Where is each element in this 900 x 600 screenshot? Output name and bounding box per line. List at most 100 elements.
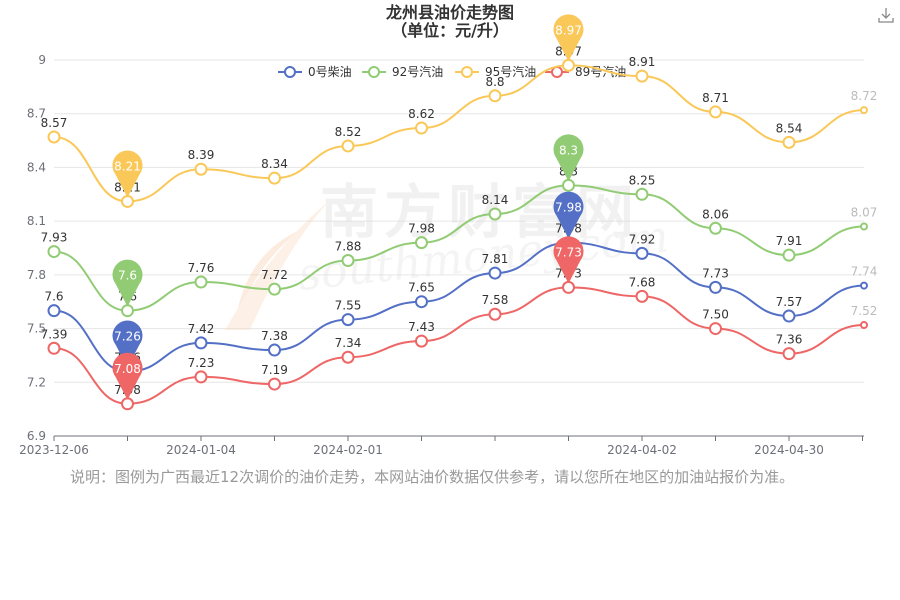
data-label: 7.23 — [188, 356, 215, 370]
data-point — [341, 139, 355, 153]
data-label: 7.38 — [261, 329, 288, 343]
data-label: 7.81 — [482, 252, 509, 266]
data-point — [562, 58, 575, 72]
data-point — [782, 347, 796, 361]
data-point — [194, 275, 208, 289]
data-point — [268, 171, 281, 185]
data-point — [860, 281, 868, 290]
legend-label: 92号汽油 — [392, 64, 443, 79]
data-label: 8.57 — [41, 116, 68, 130]
markpoint-label: 7.08 — [114, 362, 141, 376]
markpoint-pins: 7.98 7.26 8.3 7.6 8.97 8.21 7.73 7.08 — [112, 14, 584, 400]
data-label: 7.93 — [41, 231, 68, 245]
legend-label: 95号汽油 — [485, 64, 536, 79]
legend-marker — [284, 66, 296, 78]
y-tick-label: 7.8 — [27, 268, 46, 282]
data-label: 7.88 — [335, 240, 362, 254]
x-tick-label: 2023-12-06 — [19, 443, 89, 457]
data-point — [47, 245, 61, 259]
download-icon[interactable] — [876, 6, 896, 26]
data-label: 8.25 — [629, 173, 656, 187]
legend-item-1[interactable]: 92号汽油 — [362, 64, 443, 79]
legend-item-2[interactable]: 95号汽油 — [455, 64, 536, 79]
data-point — [121, 397, 134, 411]
data-label: 8.62 — [408, 107, 435, 121]
data-label: 8.14 — [482, 193, 509, 207]
data-label: 7.73 — [702, 266, 729, 280]
markpoint-label: 7.6 — [118, 269, 137, 283]
data-point — [415, 295, 428, 309]
y-tick-label: 8.4 — [27, 160, 46, 174]
data-label: 7.42 — [188, 322, 215, 336]
legend-marker — [368, 66, 380, 78]
data-label: 8.72 — [851, 89, 878, 103]
markpoint-label: 7.26 — [114, 330, 141, 344]
data-point — [709, 280, 722, 294]
legend[interactable]: 0号柴油 92号汽油 95号汽油 89号汽油 — [278, 64, 626, 79]
data-label: 8.8 — [485, 75, 504, 89]
legend-item-3[interactable]: 89号汽油 — [545, 64, 626, 79]
watermark: 南方财富网 southmoney.com — [225, 178, 671, 330]
x-tick-label: 2024-01-04 — [166, 443, 236, 457]
data-point — [415, 334, 428, 348]
markpoint-label: 7.98 — [555, 201, 582, 215]
data-point — [709, 105, 722, 119]
series-line-1 — [53, 184, 865, 312]
series-line-3 — [53, 286, 865, 405]
data-label: 7.50 — [702, 308, 729, 322]
markpoint-pin: 8.3 — [553, 134, 584, 182]
data-label: 7.6 — [44, 290, 63, 304]
data-point — [562, 280, 575, 294]
markpoint-shape — [112, 150, 143, 198]
data-point — [562, 178, 575, 192]
data-point — [194, 336, 208, 350]
data-point — [860, 222, 868, 231]
markpoint-pin: 7.26 — [112, 320, 143, 368]
chart-note: 说明：图例为广西最近12次调价的油价走势，本网站油价数据仅供参考，请以您所在地区… — [70, 468, 795, 486]
series-line-0 — [53, 241, 865, 373]
x-tick-label: 2024-04-02 — [607, 443, 677, 457]
data-point — [782, 248, 796, 262]
data-label: 7.34 — [335, 336, 362, 350]
markpoint-shape — [553, 134, 584, 182]
data-point — [709, 221, 722, 235]
data-point — [47, 341, 61, 355]
data-point — [488, 207, 502, 221]
chart-subtitle: （单位：元/升） — [391, 21, 509, 40]
markpoint-label: 8.21 — [114, 159, 141, 173]
data-point — [268, 282, 281, 296]
markpoint-label: 7.73 — [555, 245, 582, 259]
data-point — [268, 377, 281, 391]
data-label: 8.07 — [851, 206, 878, 220]
markpoint-shape — [553, 191, 584, 239]
legend-marker — [551, 66, 563, 78]
chart-title: 龙州县油价走势图 — [385, 3, 514, 22]
data-point — [121, 194, 134, 208]
data-point — [268, 343, 281, 357]
axes: 6.9 7.2 7.5 7.8 8.1 8.4 8.7 9 2023-12-06 2024-01-… — [19, 53, 864, 457]
data-label: 7.65 — [408, 281, 435, 295]
data-label: 8.54 — [776, 121, 803, 135]
data-point — [415, 236, 428, 250]
markpoint-pin: 7.73 — [553, 236, 584, 284]
data-point — [415, 121, 428, 135]
x-tick-label: 2024-02-01 — [313, 443, 383, 457]
data-label: 7.52 — [851, 304, 878, 318]
y-tick-label: 7.5 — [27, 322, 46, 336]
legend-item-0[interactable]: 0号柴油 — [278, 65, 352, 79]
data-label: 7.98 — [408, 222, 435, 236]
y-tick-label: 6.9 — [27, 429, 46, 443]
data-point — [47, 304, 61, 318]
data-point — [121, 304, 134, 318]
data-point — [635, 246, 649, 260]
series-line-2 — [53, 64, 865, 203]
data-point — [782, 309, 796, 323]
data-label: 8.34 — [261, 157, 288, 171]
y-tick-label: 8.1 — [27, 214, 46, 228]
data-point — [635, 187, 649, 201]
data-label: 8.91 — [629, 55, 656, 69]
data-point — [194, 162, 208, 176]
markpoint-shape — [553, 236, 584, 284]
y-tick-label: 8.7 — [27, 107, 46, 121]
